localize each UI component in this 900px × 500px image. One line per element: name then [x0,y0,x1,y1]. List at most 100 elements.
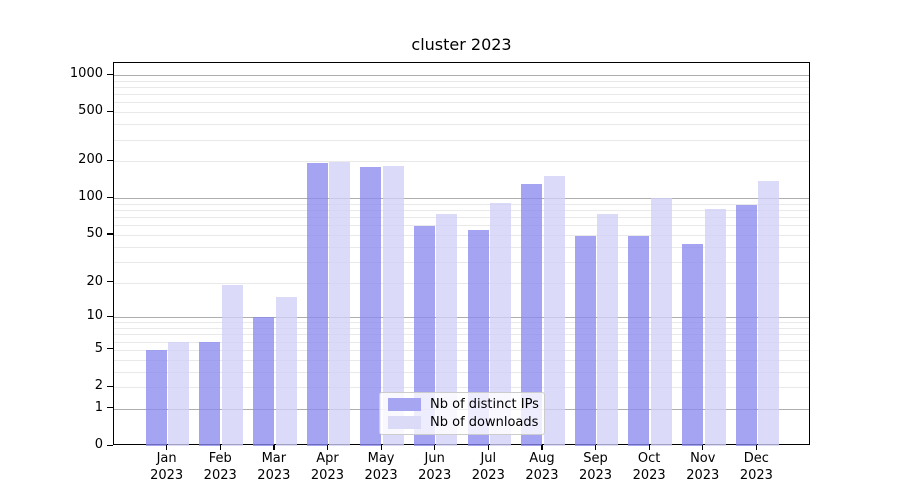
bar-downloads [543,176,565,446]
gridline-minor [114,139,809,141]
gridline-minor [114,225,809,227]
gridline-minor [114,359,809,361]
x-tick-mark [487,445,489,450]
x-tick-label: May 2023 [364,451,398,483]
gridline-minor [114,124,809,126]
y-tick-label: 2 [94,378,103,393]
x-tick-label: Oct 2023 [632,451,666,483]
x-tick-mark [648,445,650,450]
y-tick-label: 10 [86,308,103,324]
x-tick-mark [702,445,704,450]
bar-downloads [490,202,512,446]
bar-downloads [704,209,726,446]
bar-distinct-ips [360,167,382,446]
gridline-minor [114,234,809,236]
y-tick-label: 1 [94,399,103,415]
gridline-minor [114,328,809,329]
bar-downloads [758,181,780,446]
x-tick-mark [755,445,758,450]
y-tick-mark [107,385,113,387]
gridline-minor [114,94,809,96]
bar-distinct-ips [413,226,435,446]
bar-distinct-ips [681,244,703,446]
gridline-minor [114,282,809,284]
gridline-minor [114,341,809,343]
y-tick-mark [107,281,113,283]
bar-distinct-ips [735,204,757,446]
bar-downloads [275,297,297,446]
legend-swatch-downloads [388,415,421,429]
y-tick-mark [107,196,113,198]
y-tick-label: 200 [78,152,103,168]
x-tick-mark [541,445,543,450]
y-tick-mark [107,73,113,75]
plot-area: Nb of distinct IPs Nb of downloads [113,62,810,446]
x-tick-mark [595,445,597,450]
bar-distinct-ips [253,317,275,446]
x-tick-mark [273,445,275,450]
y-tick-mark [107,110,113,112]
y-tick-mark [107,315,113,317]
chart-title: cluster 2023 [411,35,512,54]
x-tick-label: Sep 2023 [578,451,613,483]
x-tick-label: Mar 2023 [257,451,291,483]
legend-label-downloads: Nb of downloads [430,414,539,430]
gridline-minor [114,80,809,82]
bar-distinct-ips [199,341,221,446]
x-tick-label: Jun 2023 [418,451,452,483]
y-tick-mark [107,348,113,350]
gridline-minor [114,217,809,219]
bar-distinct-ips [145,349,167,446]
y-tick-mark [107,444,113,446]
bar-distinct-ips [574,235,596,446]
gridline-minor [114,371,809,373]
bar-downloads [329,162,351,446]
gridline-minor [114,349,809,351]
gridline-minor [114,161,809,163]
x-tick-mark [166,445,168,450]
y-tick-mark [107,407,113,409]
y-tick-mark [107,159,113,161]
x-tick-label: Feb 2023 [203,451,237,483]
bar-downloads [168,341,190,446]
bar-downloads [597,214,619,446]
y-tick-label: 1000 [69,66,103,81]
y-tick-label: 500 [78,103,103,119]
bar-distinct-ips [467,229,489,446]
x-tick-label: Aug 2023 [525,451,559,483]
legend-item-downloads: Nb of downloads [388,414,539,430]
y-tick-label: 100 [78,189,103,205]
x-tick-mark [326,445,329,450]
legend-item-distinct-ips: Nb of distinct IPs [388,397,539,412]
x-tick-label: Jan 2023 [150,451,184,483]
x-tick-label: Jul 2023 [471,451,505,483]
bar-downloads [436,214,458,446]
gridline-major [114,75,809,76]
gridline-minor [114,210,809,212]
y-tick-label: 50 [86,225,103,241]
x-tick-label: Nov 2023 [686,451,720,483]
x-tick-label: Apr 2023 [310,451,344,483]
gridline-minor [114,86,809,88]
gridline-minor [114,322,809,324]
y-tick-label: 20 [86,273,103,289]
x-tick-label: Dec 2023 [739,451,773,483]
gridline-minor [114,334,809,336]
gridline-minor [114,387,809,388]
gridline-major [114,198,809,200]
gridline-minor [114,112,809,114]
gridline-minor [114,261,809,263]
legend: Nb of distinct IPs Nb of downloads [379,392,545,435]
bar-distinct-ips [306,163,328,446]
gridline-minor [114,102,809,104]
x-tick-mark [380,445,382,450]
bar-distinct-ips [521,184,543,446]
bar-downloads [222,285,244,446]
bar-distinct-ips [628,235,650,446]
legend-swatch-distinct-ips [388,398,421,412]
y-tick-mark [107,233,113,235]
bar-downloads [650,197,672,446]
bar-downloads [382,165,404,446]
gridline-minor [114,246,809,248]
